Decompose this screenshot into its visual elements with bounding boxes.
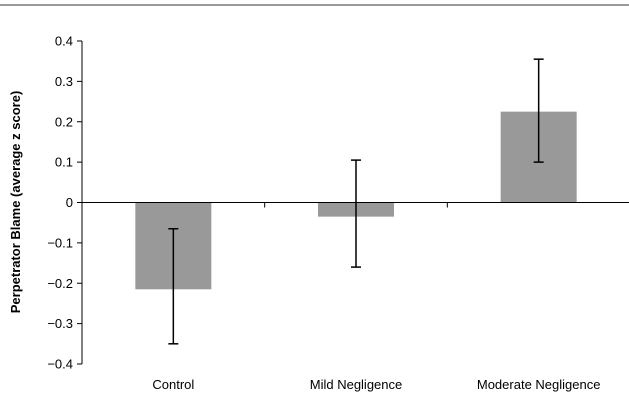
category-label-1: Mild Negligence	[310, 377, 403, 392]
category-label-2: Moderate Negligence	[477, 377, 601, 392]
y-tick-label-6: −0.2	[47, 276, 73, 291]
y-tick-label-1: 0.3	[55, 74, 73, 89]
y-tick-label-3: 0.1	[55, 155, 73, 170]
y-tick-label-2: 0.2	[55, 114, 73, 129]
y-tick-label-4: 0	[66, 195, 73, 210]
y-tick-label-0: 0.4	[55, 34, 73, 49]
error-bars-layer	[168, 58, 544, 345]
y-tick-label-5: −0.1	[47, 235, 73, 250]
category-label-0: Control	[152, 377, 194, 392]
y-tick-label-7: −0.3	[47, 316, 73, 331]
axes-layer	[77, 40, 629, 365]
y-tick-label-8: −0.4	[47, 357, 73, 372]
labels-layer: 0.4 0.3 0.2 0.1 0 −0.1 −0.2 −0.3 −0.4 Control Mild…	[47, 34, 600, 393]
y-axis-title: Perpetrator Blame (average z score)	[8, 91, 23, 314]
